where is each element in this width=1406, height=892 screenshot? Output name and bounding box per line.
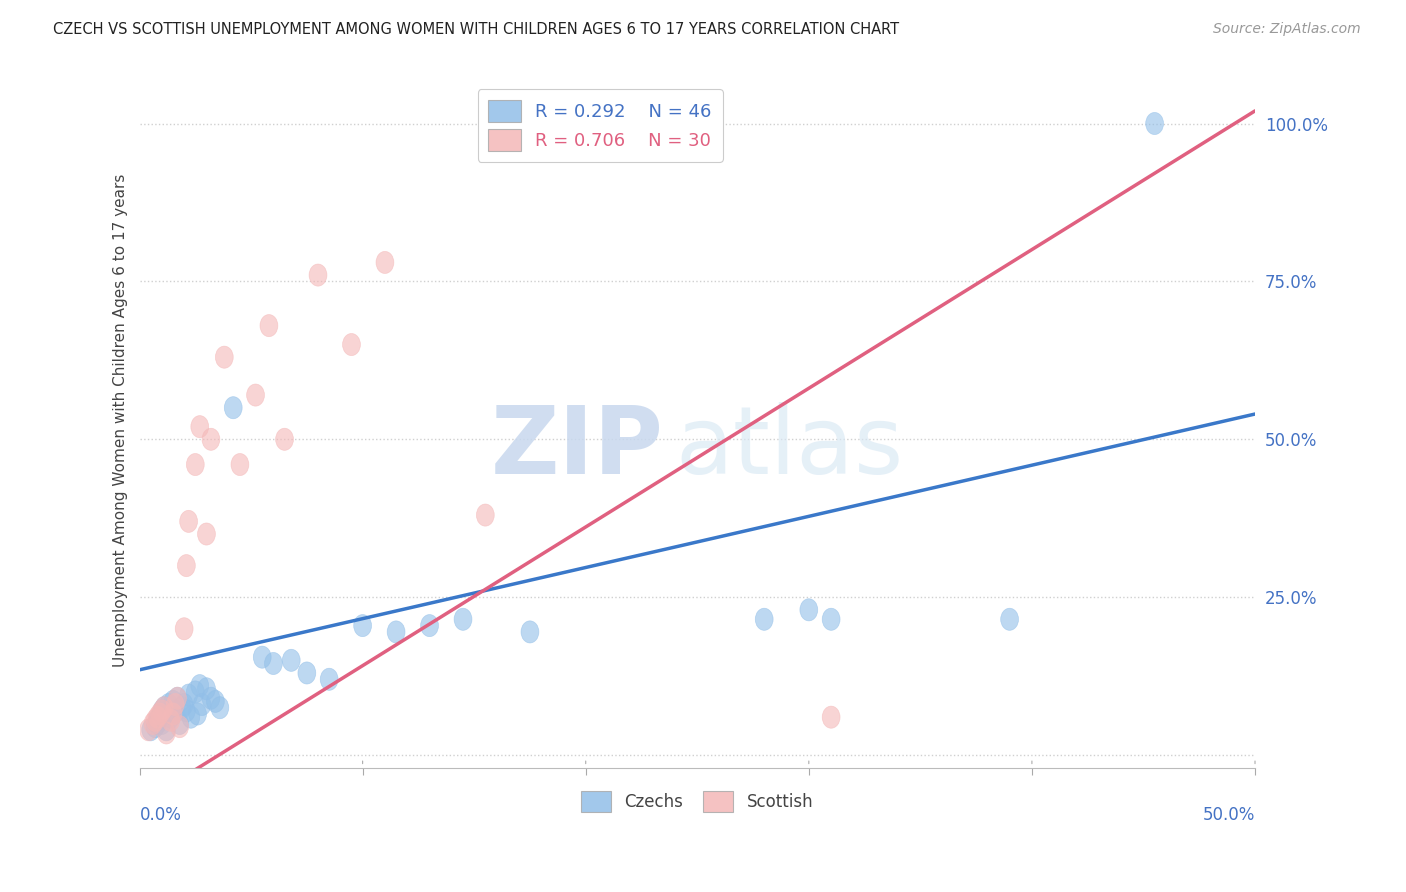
Legend: Czechs, Scottish: Czechs, Scottish	[575, 785, 820, 819]
Y-axis label: Unemployment Among Women with Children Ages 6 to 17 years: Unemployment Among Women with Children A…	[114, 174, 128, 667]
Text: 0.0%: 0.0%	[139, 805, 181, 824]
Text: 50.0%: 50.0%	[1202, 805, 1256, 824]
Text: CZECH VS SCOTTISH UNEMPLOYMENT AMONG WOMEN WITH CHILDREN AGES 6 TO 17 YEARS CORR: CZECH VS SCOTTISH UNEMPLOYMENT AMONG WOM…	[53, 22, 900, 37]
Text: Source: ZipAtlas.com: Source: ZipAtlas.com	[1213, 22, 1361, 37]
Text: ZIP: ZIP	[491, 402, 664, 494]
Text: atlas: atlas	[675, 402, 903, 494]
